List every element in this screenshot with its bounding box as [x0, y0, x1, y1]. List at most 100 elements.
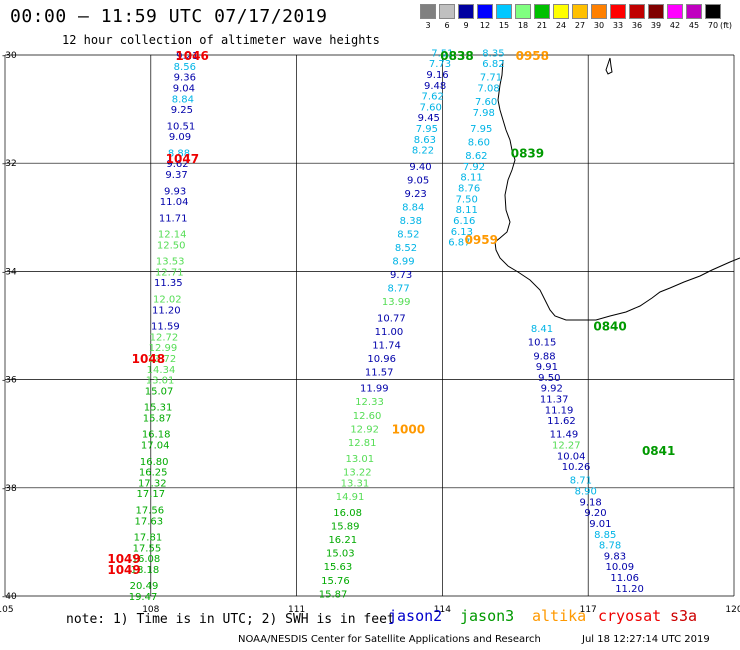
wave-height-point: 10.96 [367, 354, 396, 365]
wave-height-point: 7.98 [473, 108, 495, 119]
wave-height-point: 9.48 [424, 81, 446, 92]
wave-height-point: 12.81 [348, 438, 377, 449]
pass-time-label: 1049 [107, 552, 140, 566]
wave-height-point: 11.35 [154, 278, 183, 289]
wave-height-point: 12.14 [158, 230, 187, 241]
wave-height-point: 12.71 [155, 267, 184, 278]
coastline [494, 57, 740, 321]
colorbar-swatch [553, 4, 569, 19]
wave-height-point: 15.07 [145, 386, 174, 397]
australia-coastline [494, 59, 740, 321]
wave-height-point: 17.63 [135, 516, 164, 527]
wave-height-point: 9.88 [533, 351, 555, 362]
wave-height-point: 13.01 [146, 376, 175, 387]
wave-height-point: 6.13 [451, 227, 473, 238]
wave-height-point: 8.63 [414, 135, 436, 146]
colorbar-swatch [648, 4, 664, 19]
lon-tick-label: 108 [142, 605, 159, 615]
wave-height-point: 16.08 [333, 508, 362, 519]
colorbar-label: 27 [574, 21, 586, 30]
colorbar-label: 6 [444, 21, 450, 30]
wave-height-point: 8.90 [575, 487, 597, 498]
wave-height-point: 15.87 [319, 589, 348, 600]
wave-height-point: 15.87 [143, 413, 172, 424]
series-cryosat: 9.218.569.369.048.849.25 10.519.09 8.889.6… [129, 51, 199, 603]
lat-tick-label: -34 [2, 267, 17, 277]
pass-time-label: 1049 [107, 563, 140, 577]
pass-time-label: 0841 [642, 444, 675, 458]
wave-height-point: 7.73 [429, 59, 451, 70]
wave-height-point: 8.88 [168, 148, 190, 159]
wave-height-point: 9.09 [169, 132, 191, 143]
page-title: 00:00 – 11:59 UTC 07/17/2019 [10, 6, 328, 27]
wave-height-point: 9.04 [173, 83, 195, 94]
footer-note: note: 1) Time is in UTC; 2) SWH is in fe… [66, 612, 395, 627]
wave-height-point: 7.95 [416, 124, 438, 135]
colorbar-swatch [667, 4, 683, 19]
wave-height-point: 17.55 [133, 543, 162, 554]
wave-height-point: 16.21 [328, 535, 357, 546]
colorbar-legend: 3 6 9 12 15 18 21 24 27 30 33 36 39 42 45 70 (ft) [420, 4, 732, 34]
wave-height-point: 6.87 [448, 238, 470, 249]
colorbar-swatch [629, 4, 645, 19]
wave-height-point: 12.72 [150, 332, 179, 343]
wave-height-point: 9.83 [604, 551, 626, 562]
wave-height-point: 15.31 [144, 403, 173, 414]
wave-height-point: 11.20 [615, 584, 644, 595]
lat-tick-label: -36 [2, 376, 17, 386]
wave-height-point: 16.80 [140, 457, 169, 468]
wave-height-point: 17.04 [141, 441, 170, 452]
wave-height-point: 15.76 [321, 576, 350, 587]
credit-line: NOAA/NESDIS Center for Satellite Applica… [238, 634, 541, 645]
wave-height-point: 9.50 [538, 373, 560, 384]
wave-height-point: 9.16 [426, 70, 448, 81]
wave-height-point: 17.32 [138, 478, 167, 489]
wave-height-point: 7.50 [456, 194, 478, 205]
wave-height-point: 7.62 [422, 92, 444, 103]
wave-height-point: 8.22 [412, 146, 434, 157]
pass-time-label: 0839 [511, 146, 544, 160]
wave-height-point: 9.62 [166, 159, 188, 170]
wave-height-point: 9.21 [176, 51, 198, 62]
wave-height-point: 8.56 [174, 62, 196, 73]
pass-time-label: 1048 [132, 352, 165, 366]
wave-height-point: 7.08 [477, 83, 499, 94]
wave-height-point: 6.16 [453, 216, 475, 227]
wave-height-point: 13.72 [148, 354, 177, 365]
wave-height-point: 13.31 [341, 478, 370, 489]
mission-legend-s3a: s3a [670, 607, 698, 625]
wave-height-point: 8.71 [570, 476, 592, 487]
wave-height-point: 7.92 [463, 162, 485, 173]
wave-height-point: 13.22 [343, 468, 372, 479]
wave-height-point: 9.93 [164, 186, 186, 197]
colorbar-label: 15 [498, 21, 510, 30]
wave-height-point: 8.76 [458, 184, 480, 195]
lat-tick-label: -38 [2, 484, 17, 494]
generation-timestamp: Jul 18 12:27:14 UTC 2019 [582, 634, 710, 645]
colorbar-swatch [515, 4, 531, 19]
wave-height-point: 16.08 [132, 554, 161, 565]
wave-height-point: 15.63 [324, 562, 353, 573]
wave-height-point: 11.59 [151, 322, 180, 333]
page-subtitle: 12 hour collection of altimeter wave hei… [62, 33, 380, 47]
colorbar-swatch [534, 4, 550, 19]
colorbar-label: 39 [650, 21, 662, 30]
colorbar-swatch [458, 4, 474, 19]
wave-height-point: 11.99 [360, 384, 389, 395]
lat-tick-label: -40 [2, 592, 17, 602]
wave-height-point: 16.18 [142, 430, 171, 441]
wave-height-point: 17.56 [136, 505, 165, 516]
wave-height-point: 9.23 [405, 189, 427, 200]
wave-height-point: 9.20 [584, 508, 606, 519]
axis-ticks: -30 -32 -34 -36 -38 -40 105 108 111 114 117 120 [0, 51, 740, 615]
wave-height-point: 8.52 [397, 230, 419, 241]
wave-height-point: 12.27 [552, 441, 581, 452]
colorbar-swatch [420, 4, 436, 19]
wave-height-point: 19.47 [129, 592, 158, 603]
colorbar-label: 30 [593, 21, 605, 30]
wave-height-point: 8.35 [482, 48, 504, 59]
colorbar-label: 42 [669, 21, 681, 30]
wave-height-point: 16.25 [139, 468, 168, 479]
wave-height-point: 14.34 [147, 365, 176, 376]
series-altika: 7.517.739.169.487.627.609.457.958.638.22… [319, 48, 454, 600]
